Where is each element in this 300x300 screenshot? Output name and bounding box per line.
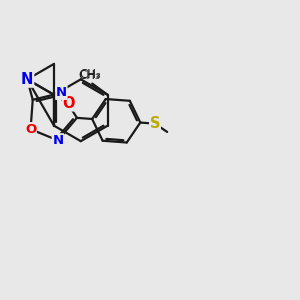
Text: CH₃: CH₃ — [78, 69, 100, 82]
Text: N: N — [56, 86, 67, 99]
Text: N: N — [52, 134, 63, 147]
Text: N: N — [21, 72, 33, 87]
Text: CH₃: CH₃ — [79, 68, 101, 81]
Text: O: O — [21, 72, 34, 87]
Text: S: S — [150, 116, 160, 131]
Text: O: O — [25, 123, 36, 136]
Text: O: O — [63, 96, 75, 111]
